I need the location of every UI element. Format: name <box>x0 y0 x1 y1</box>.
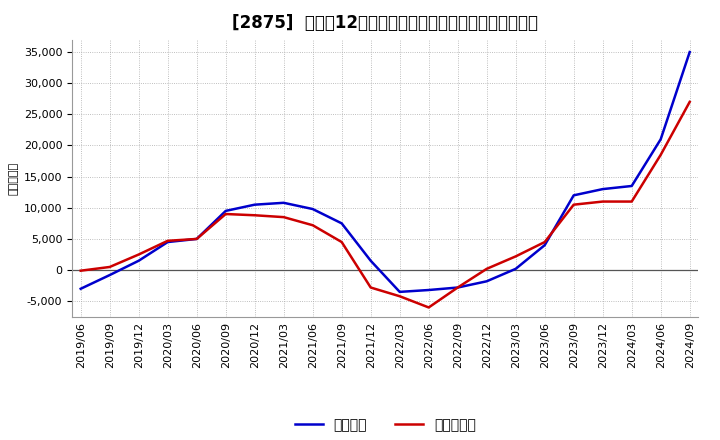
当期純利益 <box>482 266 491 271</box>
経常利益 <box>192 236 201 242</box>
経常利益 <box>570 193 578 198</box>
当期純利益 <box>657 152 665 158</box>
当期純利益 <box>395 293 404 299</box>
Title: [2875]  利益だ12か月移動合計の対前年同期増減額の推移: [2875] 利益だ12か月移動合計の対前年同期増減額の推移 <box>232 15 539 33</box>
経常利益 <box>135 258 143 264</box>
当期純利益 <box>570 202 578 207</box>
Y-axis label: （百万円）: （百万円） <box>8 161 18 195</box>
経常利益 <box>424 287 433 293</box>
経常利益 <box>541 242 549 248</box>
当期純利益 <box>308 223 317 228</box>
経常利益 <box>105 272 114 278</box>
経常利益 <box>482 279 491 284</box>
経常利益 <box>221 208 230 213</box>
当期純利益 <box>135 252 143 257</box>
Line: 経常利益: 経常利益 <box>81 52 690 292</box>
経常利益 <box>395 289 404 294</box>
当期純利益 <box>366 285 375 290</box>
当期純利益 <box>192 236 201 242</box>
当期純利益 <box>76 268 85 273</box>
当期純利益 <box>105 264 114 270</box>
経常利益 <box>598 187 607 192</box>
当期純利益 <box>251 213 259 218</box>
当期純利益 <box>163 238 172 243</box>
経常利益 <box>511 266 520 271</box>
経常利益 <box>308 206 317 212</box>
当期純利益 <box>454 285 462 290</box>
Line: 当期純利益: 当期純利益 <box>81 102 690 308</box>
経常利益 <box>685 49 694 55</box>
当期純利益 <box>541 239 549 245</box>
経常利益 <box>627 183 636 189</box>
当期純利益 <box>279 214 288 220</box>
当期純利益 <box>338 239 346 245</box>
経常利益 <box>657 137 665 142</box>
当期純利益 <box>511 254 520 259</box>
経常利益 <box>76 286 85 291</box>
当期純利益 <box>598 199 607 204</box>
当期純利益 <box>685 99 694 105</box>
経常利益 <box>366 258 375 264</box>
Legend: 経常利益, 当期純利益: 経常利益, 当期純利益 <box>289 412 481 437</box>
当期純利益 <box>627 199 636 204</box>
経常利益 <box>454 285 462 290</box>
経常利益 <box>251 202 259 207</box>
当期純利益 <box>424 305 433 310</box>
経常利益 <box>279 200 288 205</box>
経常利益 <box>338 221 346 226</box>
経常利益 <box>163 239 172 245</box>
当期純利益 <box>221 211 230 216</box>
